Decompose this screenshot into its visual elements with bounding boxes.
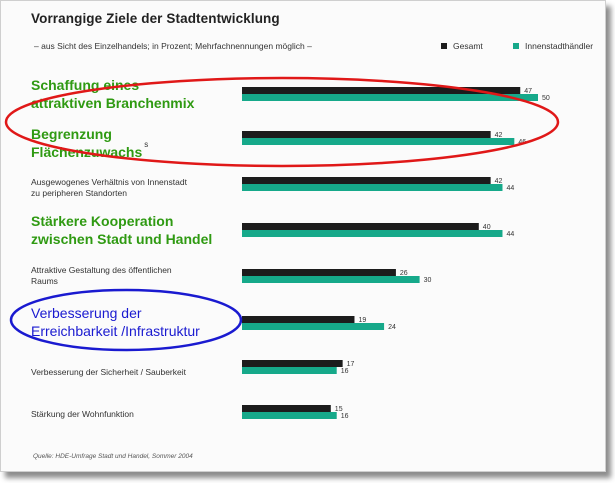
bar-gesamt-0 — [242, 87, 521, 94]
category-label-line: Ausgewogenes Verhältnis von Innenstadt — [31, 177, 187, 187]
bar-innenstadt-3 — [242, 230, 503, 237]
legend-item-innenstadt: Innenstadthändler — [513, 41, 593, 51]
bar-chart: 47 42 42 40 26 19 17 15 50 46 44 44 30 24 16 16 — [242, 87, 550, 420]
bar-gesamt-1 — [242, 131, 491, 138]
bar-gesamt-3 — [242, 223, 479, 230]
bar-gesamt-2 — [242, 177, 491, 184]
data-label-gesamt-5: 19 — [358, 317, 366, 324]
bar-gesamt-5 — [242, 316, 355, 323]
category-label-gestaltung: Attraktive Gestaltung des öffentlichen R… — [31, 265, 172, 287]
bar-gesamt-6 — [242, 360, 343, 367]
category-label-line: Stärkere Kooperation — [31, 213, 174, 229]
data-label-innenstadt-2: 44 — [506, 185, 514, 192]
bar-innenstadt-7 — [242, 412, 337, 419]
category-label-line: zu peripheren Standorten — [31, 188, 127, 199]
data-label-gesamt-2: 42 — [495, 178, 503, 185]
bar-innenstadt-4 — [242, 276, 420, 283]
legend-item-gesamt: Gesamt — [441, 41, 483, 51]
data-label-innenstadt-7: 16 — [341, 413, 349, 420]
legend-label-innenstadt: Innenstadthändler — [525, 41, 594, 51]
legend-swatch-innenstadt — [513, 43, 519, 49]
data-label-innenstadt-4: 30 — [424, 277, 432, 284]
data-label-innenstadt-0: 50 — [542, 95, 550, 102]
category-label-kooperation: Stärkere Kooperation zwischen Stadt und … — [31, 212, 212, 249]
category-label-line: zwischen Stadt und Handel — [31, 231, 213, 248]
bar-gesamt-7 — [242, 405, 331, 412]
source-note: Quelle: HDE-Umfrage Stadt und Handel, So… — [33, 453, 193, 460]
category-label-sicherheit: Verbesserung der Sicherheit / Sauberkeit — [31, 367, 186, 378]
category-label-verhaeltnis: Ausgewogenes Verhältnis von Innenstadt z… — [31, 177, 187, 199]
data-label-innenstadt-6: 16 — [341, 368, 349, 375]
data-label-innenstadt-5: 24 — [388, 324, 396, 331]
bar-innenstadt-6 — [242, 367, 337, 374]
data-label-gesamt-1: 42 — [495, 132, 503, 139]
bar-innenstadt-1 — [242, 138, 515, 145]
bar-innenstadt-5 — [242, 323, 385, 330]
chart-frame: Vorrangige Ziele der Stadtentwicklung – … — [0, 0, 606, 472]
bar-innenstadt-2 — [242, 184, 503, 191]
data-label-innenstadt-3: 44 — [506, 231, 514, 238]
data-label-gesamt-4: 26 — [400, 270, 408, 277]
bar-innenstadt-0 — [242, 94, 538, 101]
category-label-line: Verbesserung der Sicherheit / Sauberkeit — [31, 367, 186, 377]
data-label-gesamt-6: 17 — [347, 361, 355, 368]
chart-subtitle: – aus Sicht des Einzelhandels; in Prozen… — [34, 41, 312, 51]
category-label-line: Raums — [31, 276, 58, 287]
category-label-wohnfunktion: Stärkung der Wohnfunktion — [31, 409, 134, 420]
legend-swatch-gesamt — [441, 43, 447, 49]
data-label-gesamt-0: 47 — [524, 88, 532, 95]
data-label-gesamt-3: 40 — [483, 224, 491, 231]
category-label-line: Stärkung der Wohnfunktion — [31, 409, 134, 419]
category-label-line: Attraktive Gestaltung des öffentlichen — [31, 265, 172, 275]
chart-title: Vorrangige Ziele der Stadtentwicklung — [31, 11, 280, 26]
bar-gesamt-4 — [242, 269, 396, 276]
legend-label-gesamt: Gesamt — [453, 41, 483, 51]
data-label-gesamt-7: 15 — [335, 406, 343, 413]
data-label-innenstadt-1: 46 — [518, 139, 526, 146]
